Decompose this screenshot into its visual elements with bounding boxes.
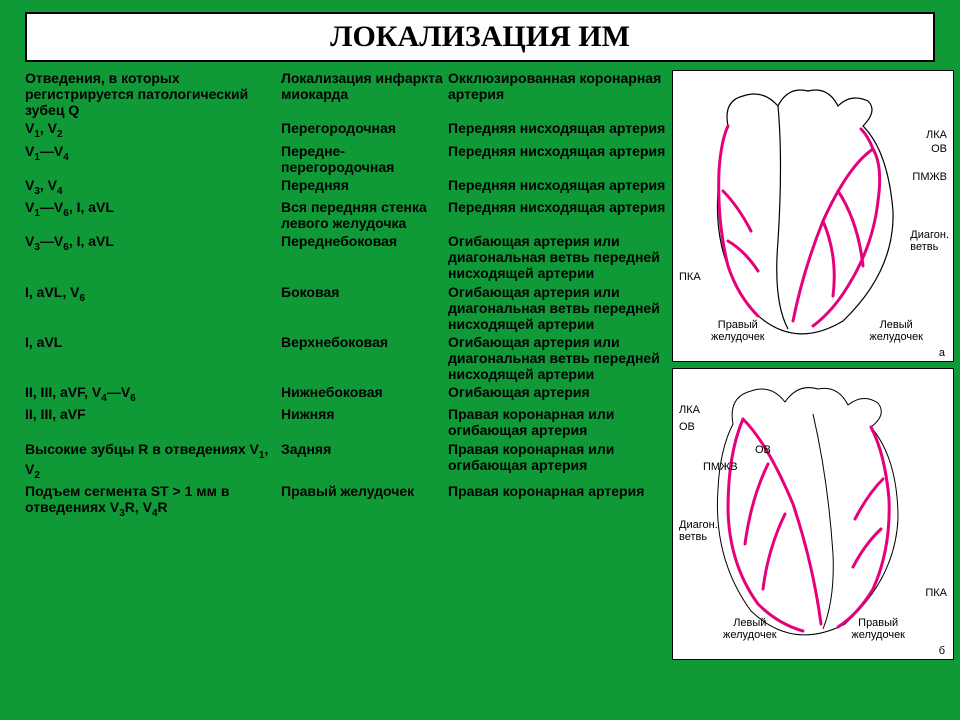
cell-leads: V1—V6, I, aVL	[25, 199, 281, 231]
label-rv-b: Левый желудочек	[723, 617, 777, 641]
cell-localization: Нижняя	[281, 406, 448, 438]
cell-leads: V1, V2	[25, 120, 281, 140]
cell-localization: Вся передняя стенка левого желудочка	[281, 199, 448, 231]
cell-artery: Передняя нисходящая артерия	[448, 143, 668, 175]
label-lv-b: Правый желудочек	[851, 617, 905, 641]
cell-artery: Правая коронарная или огибающая артерия	[448, 441, 668, 482]
cell-leads: V3, V4	[25, 177, 281, 197]
cell-leads: V1—V4	[25, 143, 281, 175]
cell-leads: II, III, aVF	[25, 406, 281, 438]
cell-localization: Перегородочная	[281, 120, 448, 140]
label-pka: ПКА	[679, 271, 701, 283]
label-pmzv-b: ПМЖВ	[703, 461, 738, 473]
cell-artery: Правая коронарная артерия	[448, 483, 668, 519]
cell-leads: Подъем сегмента ST > 1 мм в отведениях V…	[25, 483, 281, 519]
label-pka-b: ПКА	[925, 587, 947, 599]
table-row: Высокие зубцы R в отведениях V1, V2Задня…	[25, 441, 668, 482]
cell-artery: Огибающая артерия или диагональная ветвь…	[448, 334, 668, 382]
table-row: I, aVL, V6БоковаяОгибающая артерия или д…	[25, 284, 668, 332]
cell-localization: Передняя	[281, 177, 448, 197]
table-row: II, III, aVFНижняяПравая коронарная или …	[25, 406, 668, 438]
cell-leads: I, aVL, V6	[25, 284, 281, 332]
localization-table: Отведения, в которых регистрируется пато…	[25, 70, 668, 660]
cell-leads: II, III, aVF, V4—V6	[25, 384, 281, 404]
content-area: Отведения, в которых регистрируется пато…	[0, 70, 960, 660]
cell-localization: Нижнебоковая	[281, 384, 448, 404]
label-letter-b: б	[939, 645, 945, 657]
cell-artery: Передняя нисходящая артерия	[448, 120, 668, 140]
label-lka: ЛКА	[926, 129, 947, 141]
cell-leads: Высокие зубцы R в отведениях V1, V2	[25, 441, 281, 482]
cell-artery: Огибающая артерия или диагональная ветвь…	[448, 284, 668, 332]
heart-figure-a: ЛКА ОВ ПМЖВ Диагон. ветвь ПКА Правый жел…	[672, 70, 954, 362]
table-header-row: Отведения, в которых регистрируется пато…	[25, 70, 668, 118]
header-leads: Отведения, в которых регистрируется пато…	[25, 70, 281, 118]
cell-localization: Боковая	[281, 284, 448, 332]
label-lv: Левый желудочек	[869, 319, 923, 343]
table-row: V3, V4ПередняяПередняя нисходящая артери…	[25, 177, 668, 197]
cell-localization: Правый желудочек	[281, 483, 448, 519]
cell-artery: Правая коронарная или огибающая артерия	[448, 406, 668, 438]
label-ov: ОВ	[931, 143, 947, 155]
label-lka-b: ЛКА	[679, 404, 700, 416]
header-localization: Локализация инфаркта миокарда	[281, 70, 448, 118]
cell-artery: Огибающая артерия	[448, 384, 668, 404]
label-diag-b: Диагон. ветвь	[679, 519, 718, 543]
label-rv: Правый желудочек	[711, 319, 765, 343]
cell-localization: Переднебоковая	[281, 233, 448, 281]
slide-title: ЛОКАЛИЗАЦИЯ ИМ	[25, 12, 935, 62]
label-ov2-b: ОВ	[755, 444, 771, 456]
table-row: II, III, aVF, V4—V6НижнебоковаяОгибающая…	[25, 384, 668, 404]
heart-figure-b: ЛКА ОВ ОВ ПМЖВ Диагон. ветвь ПКА Левый ж…	[672, 368, 954, 660]
table-row: Подъем сегмента ST > 1 мм в отведениях V…	[25, 483, 668, 519]
table-row: V3—V6, I, aVLПереднебоковаяОгибающая арт…	[25, 233, 668, 281]
table-row: I, aVLВерхнебоковаяОгибающая артерия или…	[25, 334, 668, 382]
figures-column: ЛКА ОВ ПМЖВ Диагон. ветвь ПКА Правый жел…	[672, 70, 954, 660]
table-row: V1, V2ПерегородочнаяПередняя нисходящая …	[25, 120, 668, 140]
cell-localization: Задняя	[281, 441, 448, 482]
cell-localization: Передне-перегородочная	[281, 143, 448, 175]
label-letter-a: а	[939, 347, 945, 359]
cell-leads: I, aVL	[25, 334, 281, 382]
header-artery: Окклюзированная коронарная артерия	[448, 70, 668, 118]
cell-artery: Огибающая артерия или диагональная ветвь…	[448, 233, 668, 281]
label-diag: Диагон. ветвь	[910, 229, 949, 253]
label-ov-b: ОВ	[679, 421, 695, 433]
label-pmzv: ПМЖВ	[912, 171, 947, 183]
cell-artery: Передняя нисходящая артерия	[448, 177, 668, 197]
table-row: V1—V6, I, aVLВся передняя стенка левого …	[25, 199, 668, 231]
cell-artery: Передняя нисходящая артерия	[448, 199, 668, 231]
cell-localization: Верхнебоковая	[281, 334, 448, 382]
table-row: V1—V4Передне-перегородочнаяПередняя нисх…	[25, 143, 668, 175]
cell-leads: V3—V6, I, aVL	[25, 233, 281, 281]
